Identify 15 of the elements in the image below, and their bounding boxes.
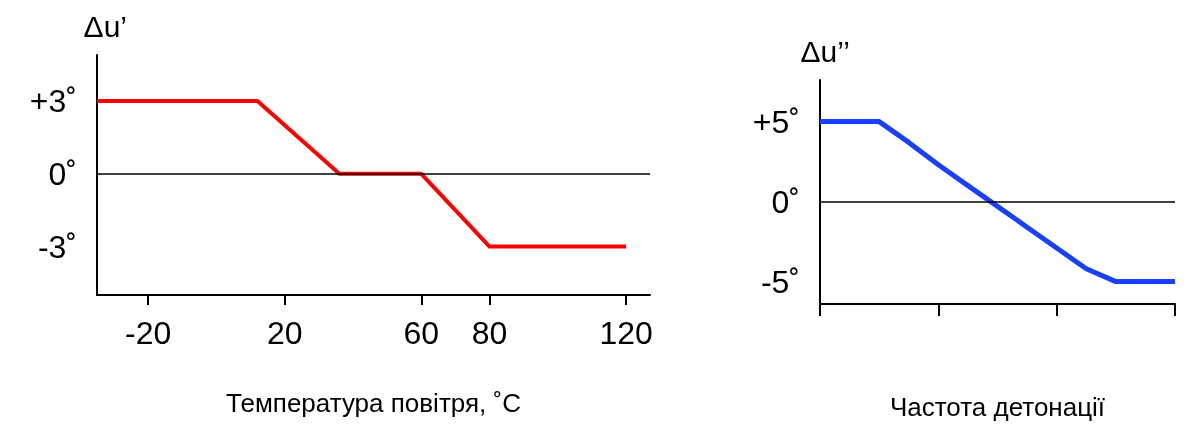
x-tick-label: 80 <box>471 315 508 351</box>
y-tick-label: 0˚ <box>771 183 800 220</box>
x-tick-label: 120 <box>599 315 653 351</box>
x-tick-label: 20 <box>266 315 303 351</box>
y-tick-label: -3˚ <box>37 228 77 265</box>
x-tick-label: -20 <box>125 315 172 351</box>
x-axis-title: Частота детонації <box>889 392 1106 422</box>
x-axis-title: Температура повітря, ˚C <box>226 388 521 418</box>
y-axis-title: Δu’’ <box>800 34 850 68</box>
y-axis-title: Δu’ <box>83 9 127 43</box>
x-tick-label: 60 <box>403 315 440 351</box>
y-tick-label: +5˚ <box>752 103 800 140</box>
y-tick-label: 0˚ <box>48 155 77 192</box>
y-tick-label: -5˚ <box>760 263 800 300</box>
y-tick-label: +3˚ <box>29 83 77 120</box>
